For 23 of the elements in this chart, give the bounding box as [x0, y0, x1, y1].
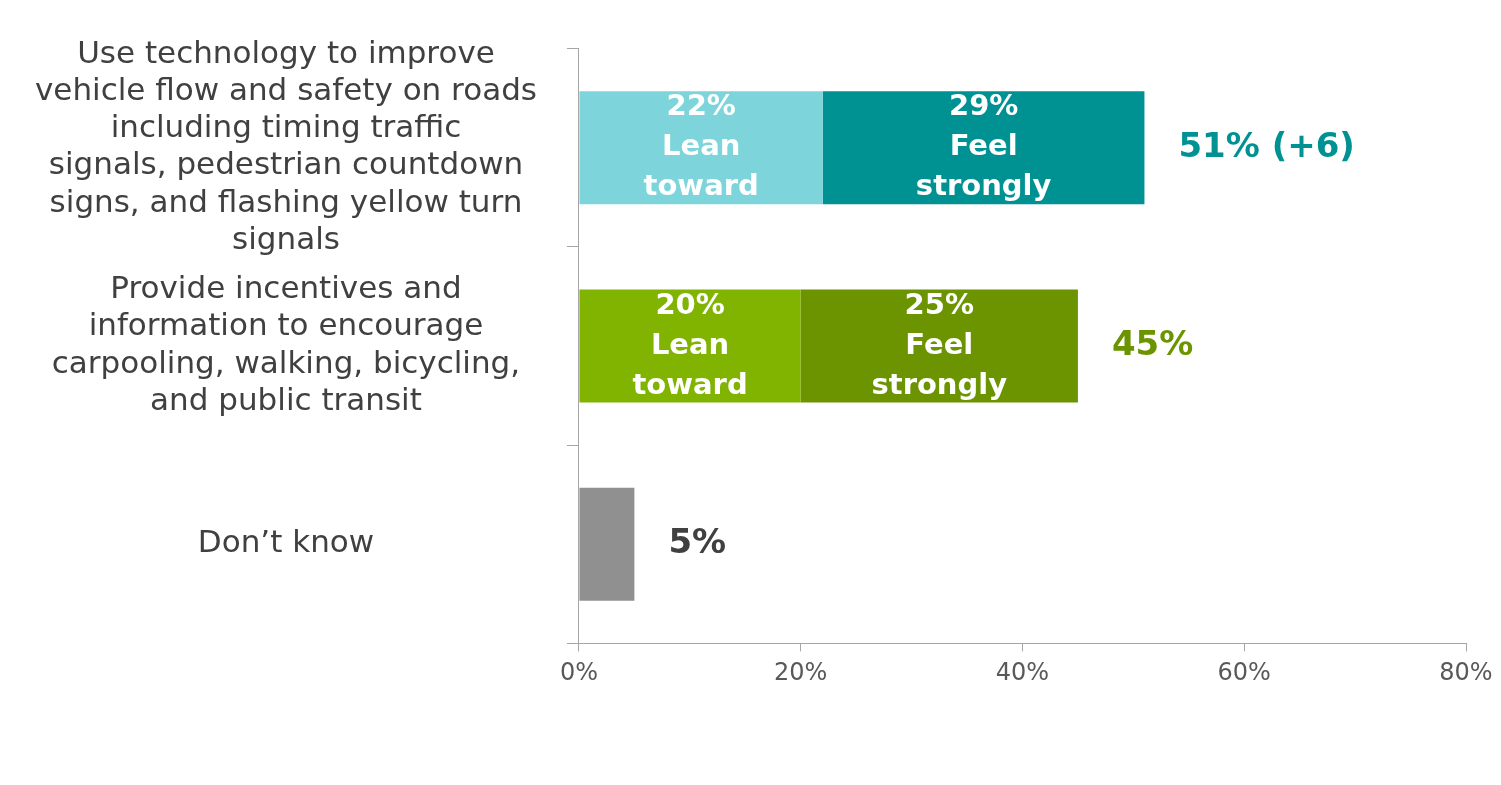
- text: Feel strongly: [871, 326, 1008, 401]
- data-label: 25%: [904, 286, 975, 321]
- y-tick-label: Don’t know: [197, 523, 375, 560]
- y-tick-label: Provide incentives and information to encourage carpooling, walking, bicycling, and public transit: [51, 269, 521, 417]
- total-label: 45%: [1111, 322, 1194, 363]
- series-label: Feel strongly: [915, 128, 1052, 203]
- bar: [800, 289, 1078, 403]
- bar: [579, 487, 635, 601]
- x-tick-label: 80%: [1439, 658, 1493, 687]
- text: Lean toward: [632, 326, 748, 401]
- x-tick-label: 60%: [1217, 658, 1271, 687]
- x-tick-label: 0%: [559, 658, 598, 687]
- data-label: 29%: [948, 88, 1019, 123]
- bar: [579, 91, 823, 205]
- series-label: Lean toward: [643, 128, 759, 203]
- data-label: 22%: [666, 88, 736, 123]
- total-label: 51% (+6): [1178, 124, 1355, 165]
- total-label: 5%: [668, 521, 727, 562]
- x-tick-label: 40%: [995, 658, 1050, 687]
- data-label: 20%: [655, 286, 725, 321]
- bar: [822, 91, 1145, 205]
- x-tick-label: 20%: [774, 658, 828, 687]
- y-tick-label: Use technology to improve vehicle flow and safety on roads including timing traffic signals, pedestrian countdown signs, and flashing yellow turn signals: [35, 33, 537, 256]
